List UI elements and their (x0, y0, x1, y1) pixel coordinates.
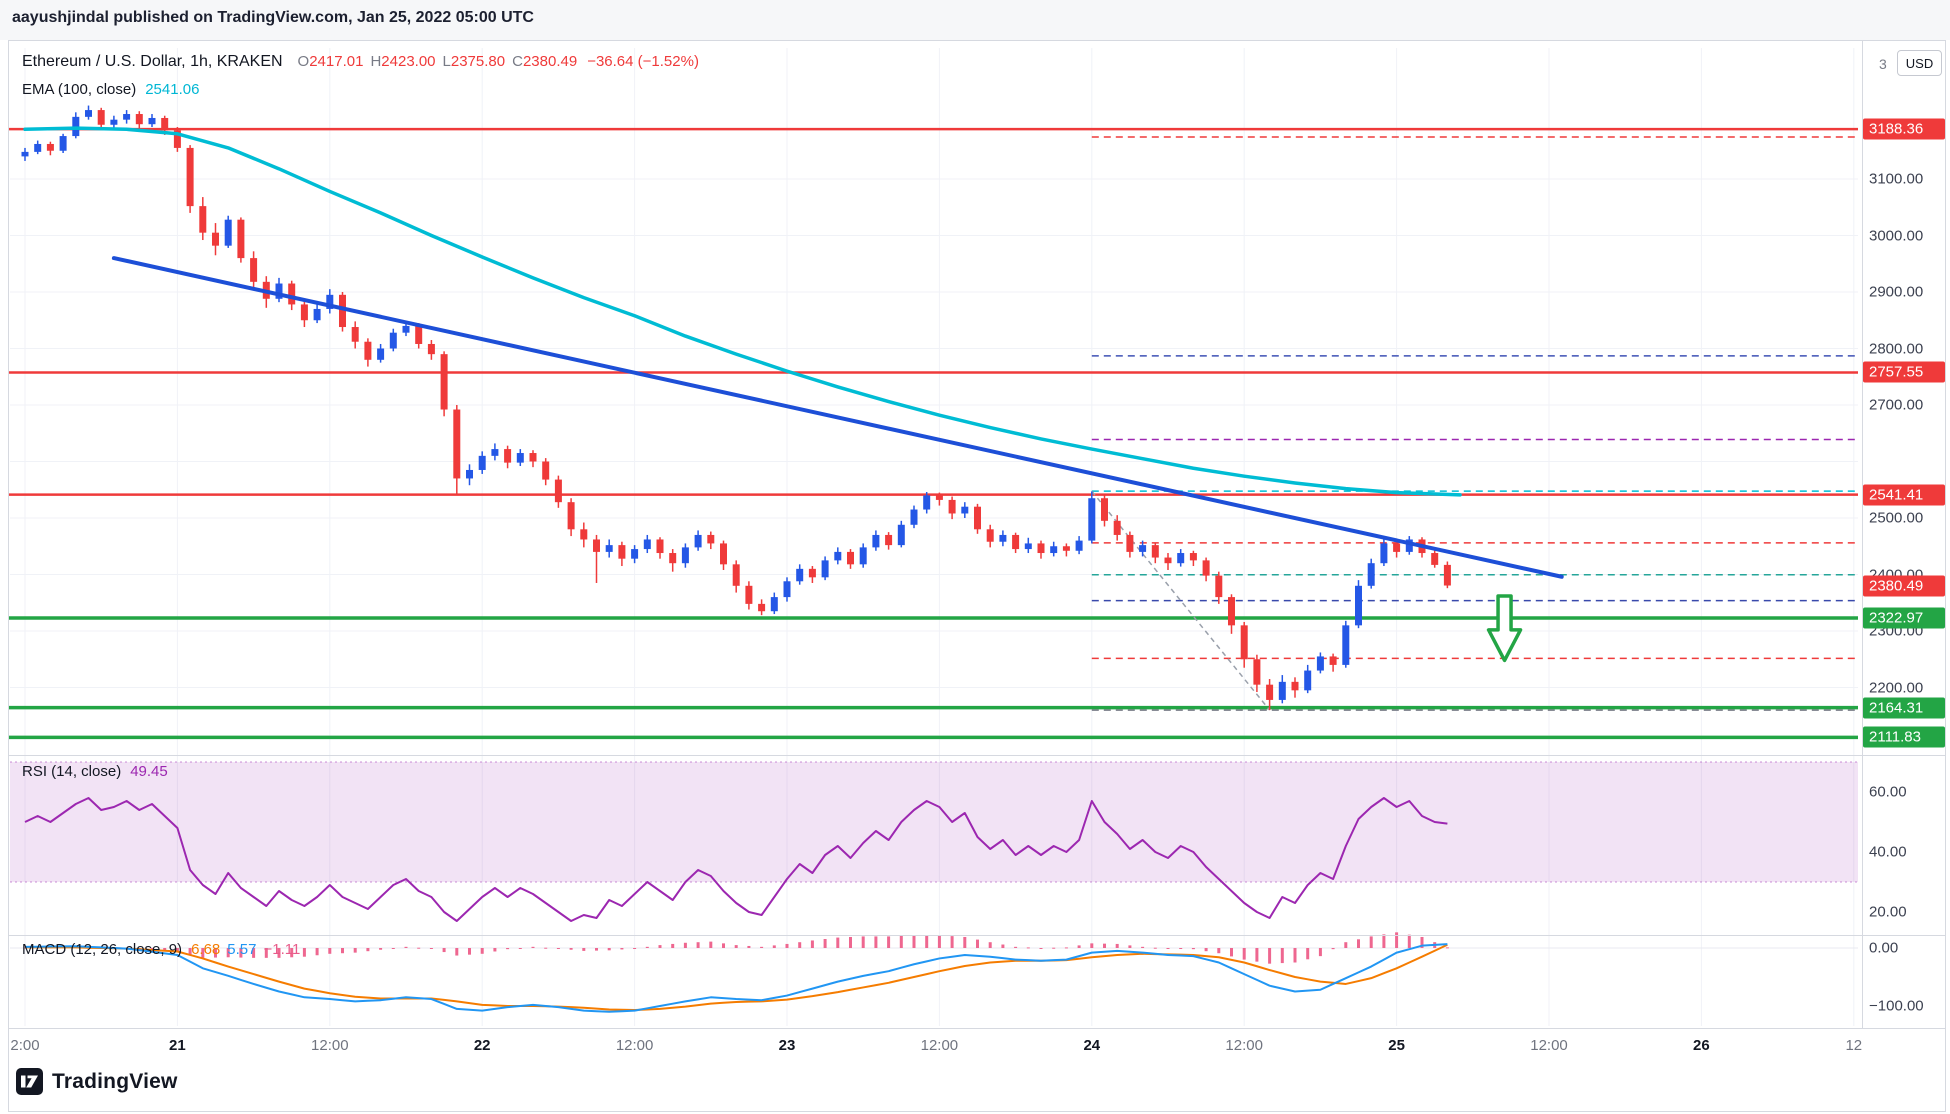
price-axis-label: 2500.00 (1869, 509, 1924, 527)
macd-line (24, 943, 1448, 1013)
high-value: 2423.00 (381, 53, 436, 70)
macd-axis-label: −100.00 (1869, 997, 1924, 1015)
high-label: H (370, 53, 382, 70)
attribution-bar (0, 0, 1950, 40)
price-badge: 2164.31 (1863, 697, 1945, 719)
price-badge: 2757.55 (1863, 361, 1945, 383)
price-axis-separator (1862, 40, 1863, 1029)
macd-label: MACD (12, 26, close, 9) (22, 941, 183, 958)
symbol-legend[interactable]: Ethereum / U.S. Dollar, 1h, KRAKEN O2417.… (22, 53, 699, 71)
time-axis-label: 26 (1693, 1037, 1710, 1054)
price-axis-label: 2700.00 (1869, 396, 1924, 414)
price-axis-label: 3100.00 (1869, 170, 1924, 188)
trendline (111, 256, 1564, 579)
time-axis-label: 12:00 (311, 1037, 349, 1054)
axis-digit: 3 (1879, 56, 1887, 72)
currency-toggle-button[interactable]: USD (1897, 50, 1942, 76)
price-axis-label: 2200.00 (1869, 679, 1924, 696)
gridlines (10, 48, 1858, 1026)
time-axis-label: 24 (1083, 1037, 1101, 1054)
horizontal-price-lines (9, 127, 1858, 740)
price-badge: 2322.97 (1863, 607, 1945, 629)
rsi-value: 49.45 (130, 763, 168, 780)
ema-line (23, 126, 1462, 497)
tradingview-logo-icon (16, 1068, 43, 1095)
ema-label: EMA (100, close) (22, 81, 137, 98)
down-arrow-annotation (1486, 594, 1523, 663)
price-axis-label: 2800.00 (1869, 340, 1924, 357)
time-axis-label: 22 (473, 1037, 491, 1054)
symbol-title: Ethereum / U.S. Dollar, 1h, KRAKEN (22, 53, 283, 70)
rsi-axis-label: 20.00 (1869, 903, 1907, 921)
rsi-label: RSI (14, close) (22, 763, 122, 780)
time-axis-label: 2:00 (10, 1037, 40, 1054)
price-badge: 2380.49 (1863, 575, 1945, 597)
rsi-pane-divider (8, 755, 1946, 756)
macd-axis-label: 0.00 (1869, 939, 1899, 957)
attribution-text: aayushjindal published on TradingView.co… (12, 9, 534, 26)
macd-pane-divider (8, 935, 1946, 936)
low-value: 2375.80 (450, 53, 506, 70)
time-axis-label: 12:00 (1225, 1037, 1263, 1054)
ohlc-values: O2417.01 H2423.00 L2375.80 C2380.49 −36.64 (… (291, 53, 699, 70)
time-axis-label: 12:00 (920, 1037, 959, 1054)
macd-value-2: 5.57 (227, 941, 257, 958)
rsi-axis-label: 60.00 (1869, 783, 1907, 801)
time-axis-label: 21 (169, 1037, 186, 1054)
time-axis-label: 23 (778, 1037, 796, 1054)
close-value: 2380.49 (522, 53, 578, 70)
tradingview-logo-link[interactable]: TradingView (16, 1068, 178, 1095)
price-badge: 2111.83 (1863, 726, 1945, 748)
rsi-band (10, 761, 1858, 883)
macd-signal-line (25, 943, 1448, 1012)
time-axis-label: 12:00 (1530, 1037, 1568, 1054)
macd-value-3: −1.11 (263, 941, 301, 958)
rsi-line (24, 797, 1448, 922)
ema-value: 2541.06 (145, 81, 200, 98)
open-label: O (297, 53, 310, 70)
close-label: C (512, 53, 523, 70)
ema-legend[interactable]: EMA (100, close) 2541.06 (22, 81, 199, 98)
time-axis-label: 25 (1388, 1037, 1405, 1054)
low-label: L (442, 53, 451, 70)
price-axis-label: 3000.00 (1869, 227, 1924, 244)
macd-value-1: 6.68 (191, 941, 221, 958)
open-value: 2417.01 (309, 53, 364, 70)
time-axis-label: 12:00 (615, 1037, 654, 1054)
tradingview-brand-text: TradingView (52, 1069, 178, 1093)
price-axis-label: 2900.00 (1869, 283, 1924, 301)
rsi-axis-label: 40.00 (1869, 843, 1907, 861)
time-axis-label: 12 (1845, 1037, 1863, 1054)
fib-retracement (1091, 136, 1858, 711)
price-badge: 2541.41 (1863, 484, 1945, 506)
price-badge: 3188.36 (1863, 118, 1945, 140)
time-axis-separator (8, 1028, 1946, 1029)
rsi-legend[interactable]: RSI (14, close) 49.45 (22, 763, 168, 780)
price-change: −36.64 (−1.52%) (587, 53, 699, 70)
macd-legend[interactable]: MACD (12, 26, close, 9) 6.68 5.57 −1.11 (22, 941, 307, 958)
